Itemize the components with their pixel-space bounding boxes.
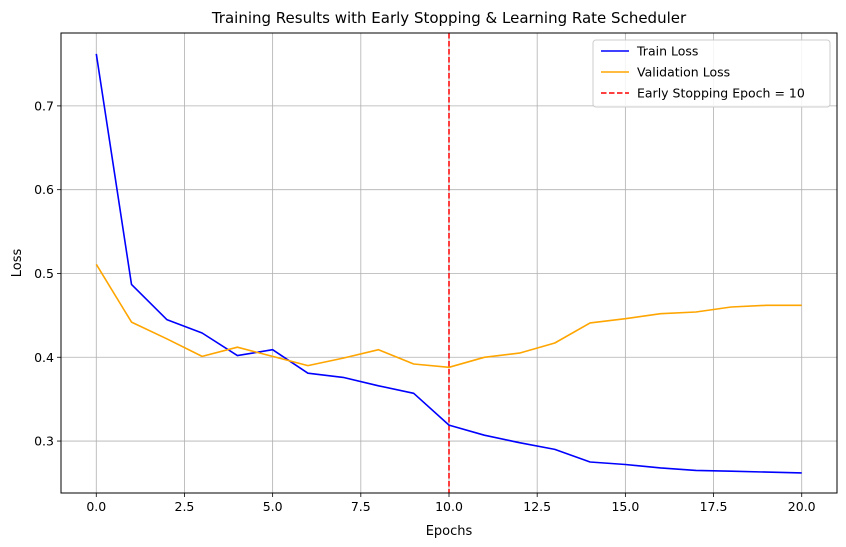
legend-label-early-stopping: Early Stopping Epoch = 10 — [637, 86, 805, 101]
x-tick-label: 12.5 — [523, 499, 551, 514]
series-layer — [95, 53, 802, 474]
y-tick-label: 0.6 — [34, 182, 54, 197]
legend-label-train-loss: Train Loss — [636, 44, 698, 59]
y-tick-label: 0.4 — [34, 350, 54, 365]
x-tick-label: 7.5 — [351, 499, 371, 514]
legend: Train Loss Validation Loss Early Stoppin… — [592, 39, 831, 108]
x-tick-label: 10.0 — [435, 499, 463, 514]
y-axis-title: Loss — [10, 249, 25, 278]
x-tick-label: 20.0 — [788, 499, 816, 514]
legend-box — [592, 39, 831, 108]
x-tick-label: 17.5 — [700, 499, 728, 514]
series-line-train-loss — [95, 53, 802, 474]
chart-title: Training Results with Early Stopping & L… — [211, 9, 687, 27]
y-tick-label: 0.5 — [34, 266, 54, 281]
series-line-validation-loss — [95, 263, 802, 369]
y-tick-label: 0.3 — [34, 434, 54, 449]
x-axis-ticks: 0.0 2.5 5.0 7.5 10.0 12.5 15.0 17.5 20.0 — [86, 493, 816, 514]
y-axis-ticks: 0.3 0.4 0.5 0.6 0.7 — [34, 98, 61, 449]
x-axis-title: Epochs — [426, 524, 473, 539]
legend-label-validation-loss: Validation Loss — [637, 65, 730, 80]
x-tick-label: 5.0 — [263, 499, 283, 514]
x-tick-label: 15.0 — [611, 499, 639, 514]
y-tick-label: 0.7 — [34, 98, 54, 113]
x-tick-label: 2.5 — [175, 499, 195, 514]
x-tick-label: 0.0 — [86, 499, 106, 514]
